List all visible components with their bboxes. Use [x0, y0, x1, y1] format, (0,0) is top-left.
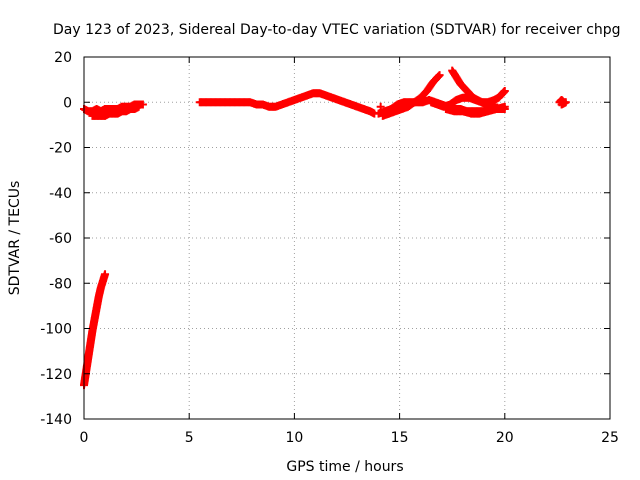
y-tick-label: -120	[40, 367, 72, 383]
y-tick-label: -80	[49, 276, 72, 292]
plot-frame	[83, 56, 611, 420]
y-axis-label: SDTVAR / TECUs	[7, 181, 23, 296]
y-tick-label: -100	[40, 322, 72, 338]
x-axis-ticks: 0 5 10 15 20 25	[80, 57, 619, 446]
data-point	[500, 102, 509, 111]
x-tick-label: 25	[601, 430, 619, 446]
data-point	[134, 102, 143, 111]
data-series	[378, 71, 444, 120]
y-tick-label: -20	[49, 141, 72, 157]
y-tick-label: -140	[40, 412, 72, 428]
data-series	[441, 102, 509, 118]
chart-title: Day 123 of 2023, Sidereal Day-to-day VTE…	[53, 22, 621, 38]
data-point	[376, 102, 385, 111]
y-axis-ticks: -140 -120 -100 -80 -60 -40 -20 0 20	[40, 50, 610, 428]
data-marks	[80, 66, 570, 390]
grid-lines	[84, 57, 610, 419]
x-tick-label: 0	[80, 430, 89, 446]
data-point	[101, 270, 110, 279]
y-tick-label: -40	[49, 186, 72, 202]
data-series	[376, 102, 385, 111]
data-series	[80, 270, 110, 390]
y-tick-label: 20	[54, 50, 72, 66]
data-point	[557, 100, 566, 109]
y-tick-label: -60	[49, 231, 72, 247]
data-point	[138, 100, 147, 109]
data-point	[435, 71, 444, 80]
data-series	[88, 102, 143, 120]
data-series	[195, 89, 379, 118]
data-point	[500, 86, 509, 95]
x-tick-label: 15	[391, 430, 409, 446]
x-tick-label: 10	[285, 430, 303, 446]
x-tick-label: 5	[185, 430, 194, 446]
x-tick-label: 20	[496, 430, 514, 446]
data-series	[555, 95, 570, 109]
y-tick-label: 0	[63, 95, 72, 111]
x-axis-label: GPS time / hours	[286, 459, 403, 475]
